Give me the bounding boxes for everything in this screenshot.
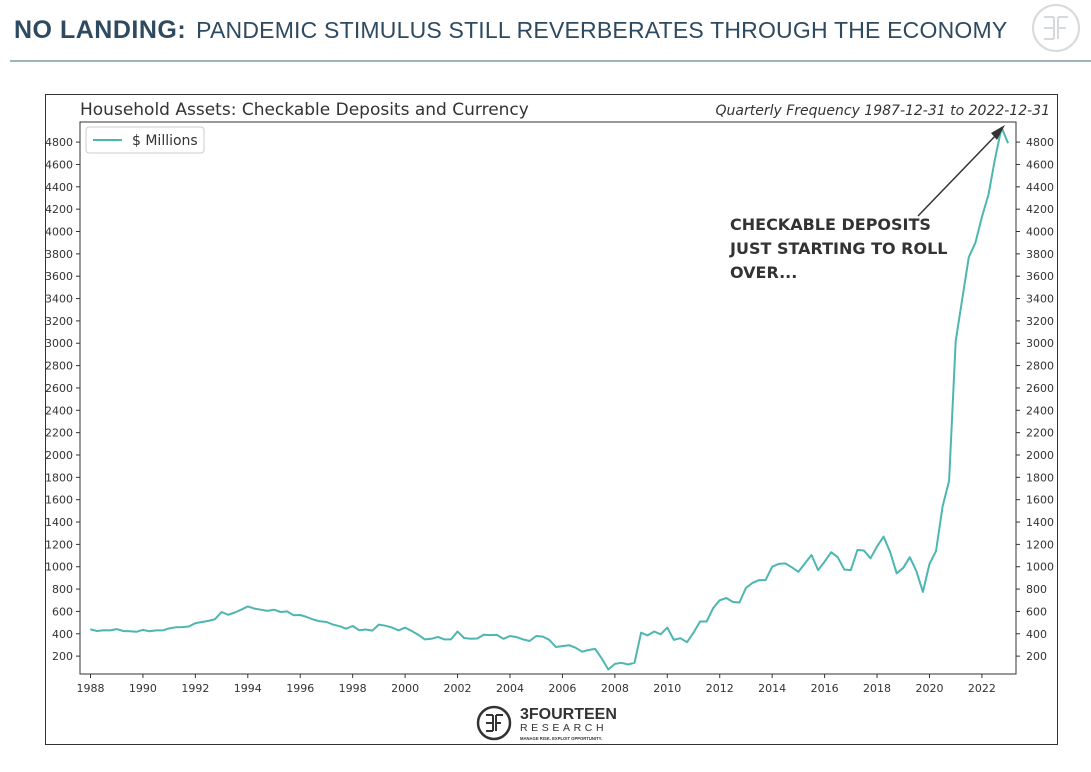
annotation-line: OVER... xyxy=(730,263,798,282)
y-tick-label: 4000 xyxy=(1026,226,1054,239)
annotation-arrow xyxy=(917,125,1005,217)
y-tick-label: 3800 xyxy=(1026,248,1054,261)
y-tick-label: 2200 xyxy=(45,427,73,440)
y-axis-left: 200 400 600 800 1000 1200 1400 1600 1800 2000 2200… xyxy=(45,136,80,663)
y-tick-label: 3000 xyxy=(45,337,73,350)
y-tick-label: 2800 xyxy=(1026,360,1054,373)
series-line-millions xyxy=(89,126,1010,671)
y-tick-label: 2800 xyxy=(45,360,73,373)
x-tick-label: 2022 xyxy=(968,682,996,695)
y-tick-label: 1200 xyxy=(1026,538,1054,551)
y-tick-label: 3000 xyxy=(1026,337,1054,350)
y-tick-label: 600 xyxy=(52,605,73,618)
y-tick-label: 1400 xyxy=(45,516,73,529)
y-tick-label: 2600 xyxy=(1026,382,1054,395)
x-tick-label: 1988 xyxy=(76,682,104,695)
x-tick-label: 1994 xyxy=(234,682,262,695)
chart-frame xyxy=(45,94,1058,745)
y-tick-label: 4600 xyxy=(1026,158,1054,171)
chart-title: Household Assets: Checkable Deposits and… xyxy=(80,100,529,120)
y-tick-label: 3400 xyxy=(45,293,73,306)
y-tick-label: 1600 xyxy=(45,494,73,507)
y-tick-label: 1600 xyxy=(1026,494,1054,507)
y-tick-label: 4400 xyxy=(1026,181,1054,194)
y-tick-label: 2000 xyxy=(1026,449,1054,462)
y-tick-label: 3400 xyxy=(1026,293,1054,306)
x-tick-label: 2010 xyxy=(653,682,681,695)
chart-subtitle: Quarterly Frequency 1987-12-31 to 2022-1… xyxy=(716,103,1051,119)
x-tick-label: 2004 xyxy=(496,682,524,695)
annotation-line: CHECKABLE DEPOSITS xyxy=(730,215,931,234)
y-tick-label: 4800 xyxy=(45,136,73,149)
y-axis-right: 200 400 600 800 1000 1200 1400 1600 1800 2000 2200… xyxy=(1016,136,1054,663)
y-tick-label: 200 xyxy=(52,650,73,663)
y-tick-label: 3200 xyxy=(1026,315,1054,328)
legend: $ Millions xyxy=(85,126,205,154)
y-tick-label: 4400 xyxy=(45,181,73,194)
brand-logo: 3FOURTEEN RESEARCH MANAGE RISK. EXPLOIT … xyxy=(476,705,617,741)
y-tick-label: 4600 xyxy=(45,158,73,171)
y-tick-label: 3800 xyxy=(45,248,73,261)
x-tick-label: 1996 xyxy=(286,682,314,695)
x-tick-label: 2016 xyxy=(811,682,839,695)
y-tick-label: 3600 xyxy=(1026,270,1054,283)
x-tick-label: 1990 xyxy=(129,682,157,695)
y-tick-label: 800 xyxy=(52,583,73,596)
y-tick-label: 1200 xyxy=(45,538,73,551)
y-tick-label: 3200 xyxy=(45,315,73,328)
headline-text: PANDEMIC STIMULUS STILL REVERBERATES THR… xyxy=(196,17,1008,43)
y-tick-label: 4000 xyxy=(45,226,73,239)
plot-area xyxy=(79,121,1017,675)
y-tick-label: 600 xyxy=(1026,605,1047,618)
x-tick-label: 2002 xyxy=(444,682,472,695)
y-tick-label: 2600 xyxy=(45,382,73,395)
page-header: NO LANDING: PANDEMIC STIMULUS STILL REVE… xyxy=(14,16,1014,50)
y-tick-label: 400 xyxy=(52,628,73,641)
annotation-text: CHECKABLE DEPOSITS JUST STARTING TO ROLL… xyxy=(730,213,980,285)
y-tick-label: 4800 xyxy=(1026,136,1054,149)
brand-sub: RESEARCH xyxy=(520,722,607,734)
legend-label: $ Millions xyxy=(132,133,198,149)
corner-logo-icon xyxy=(1032,4,1080,52)
y-tick-label: 800 xyxy=(1026,583,1047,596)
x-tick-label: 1992 xyxy=(181,682,209,695)
x-tick-label: 2020 xyxy=(915,682,943,695)
legend-box xyxy=(85,126,205,154)
brand-name: 3FOURTEEN xyxy=(520,706,617,723)
header-divider xyxy=(10,60,1091,62)
annotation-line: JUST STARTING TO ROLL xyxy=(730,239,948,258)
y-tick-label: 2400 xyxy=(1026,404,1054,417)
brand-tagline: MANAGE RISK. EXPLOIT OPPORTUNITY. xyxy=(520,736,602,741)
y-tick-label: 2400 xyxy=(45,404,73,417)
y-tick-label: 3600 xyxy=(45,270,73,283)
x-axis: 1988 1990 1992 1994 1996 1998 2000 2002 2004 2006… xyxy=(76,674,996,695)
y-tick-label: 400 xyxy=(1026,628,1047,641)
x-tick-label: 2012 xyxy=(706,682,734,695)
x-tick-label: 2000 xyxy=(391,682,419,695)
y-tick-label: 4200 xyxy=(1026,203,1054,216)
y-tick-label: 2000 xyxy=(45,449,73,462)
y-tick-label: 1800 xyxy=(1026,471,1054,484)
x-tick-label: 2014 xyxy=(758,682,786,695)
y-tick-label: 1000 xyxy=(45,561,73,574)
y-tick-label: 2200 xyxy=(1026,427,1054,440)
x-tick-label: 2006 xyxy=(548,682,576,695)
headline-bold: NO LANDING: xyxy=(14,16,187,44)
y-tick-label: 4200 xyxy=(45,203,73,216)
y-tick-label: 1000 xyxy=(1026,561,1054,574)
x-tick-label: 1998 xyxy=(339,682,367,695)
x-tick-label: 2008 xyxy=(601,682,629,695)
x-tick-label: 2018 xyxy=(863,682,891,695)
y-tick-label: 200 xyxy=(1026,650,1047,663)
y-tick-label: 1400 xyxy=(1026,516,1054,529)
brand-mark-icon xyxy=(476,705,512,741)
y-tick-label: 1800 xyxy=(45,471,73,484)
